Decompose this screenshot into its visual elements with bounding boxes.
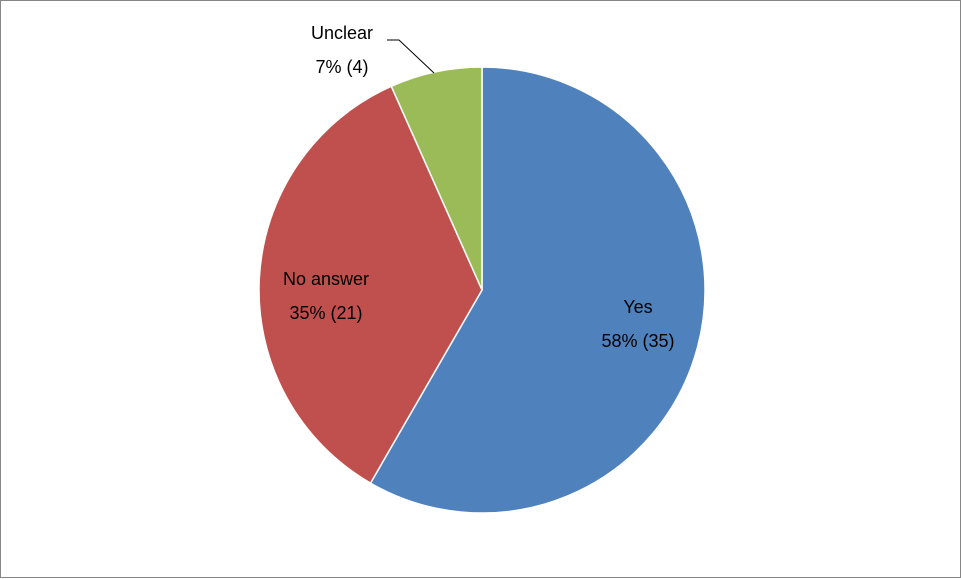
leader-line-unclear: [387, 39, 435, 74]
slice-label-value: 7% (4): [315, 57, 368, 77]
pie-slice-no-answer: [258, 85, 483, 485]
slice-label-name: Yes: [623, 297, 652, 317]
slice-label-value: 35% (21): [289, 303, 362, 323]
slice-label-value: 58% (35): [601, 331, 674, 351]
slice-label-name: No answer: [283, 269, 369, 289]
pie-slice-unclear: [390, 66, 483, 291]
pie-slice-yes: [369, 66, 706, 514]
slice-label-name: Unclear: [311, 23, 373, 43]
